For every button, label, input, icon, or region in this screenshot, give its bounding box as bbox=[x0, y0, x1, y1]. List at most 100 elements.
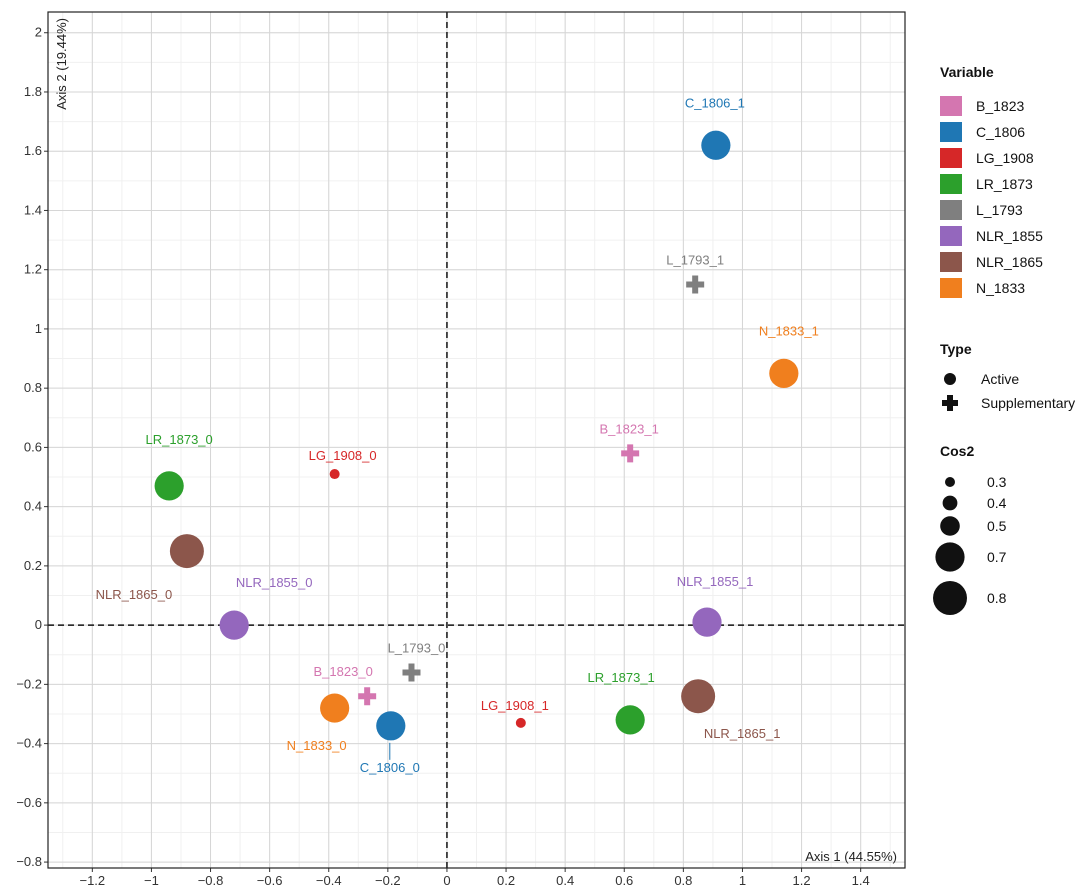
y-tick-label: 0.4 bbox=[24, 499, 42, 514]
y-tick-label: 0.6 bbox=[24, 439, 42, 454]
legend-swatch bbox=[940, 252, 962, 272]
legend: Variable Type Cos2 B_1823 C_1806 LG_1908 LR… bbox=[933, 64, 1075, 615]
supplementary-point bbox=[402, 663, 421, 682]
y-tick-label: −0.4 bbox=[16, 736, 42, 751]
x-tick-label: 0.8 bbox=[674, 873, 692, 888]
legend-variable-label: C_1806 bbox=[976, 124, 1025, 140]
legend-variable-label: NLR_1855 bbox=[976, 228, 1043, 244]
y-tick-label: 1.4 bbox=[24, 202, 42, 217]
legend-variable-title: Variable bbox=[940, 64, 994, 80]
active-point bbox=[701, 130, 731, 160]
point-label: B_1823_0 bbox=[314, 664, 373, 679]
active-point bbox=[320, 693, 350, 723]
legend-cos2-label: 0.7 bbox=[987, 549, 1007, 565]
point-label: L_1793_0 bbox=[388, 641, 446, 656]
x-tick-label: 0 bbox=[443, 873, 450, 888]
supplementary-point bbox=[621, 444, 640, 463]
point-label: C_1806_1 bbox=[685, 95, 745, 110]
legend-supplementary-icon bbox=[942, 395, 958, 411]
point-label: NLR_1855_1 bbox=[677, 574, 754, 589]
legend-swatch bbox=[940, 122, 962, 142]
legend-variable-label: NLR_1865 bbox=[976, 254, 1043, 270]
data-points bbox=[154, 130, 799, 741]
legend-type-label: Active bbox=[981, 371, 1019, 387]
active-point bbox=[681, 679, 716, 714]
active-point bbox=[169, 534, 204, 569]
axis-ticks: −1.2 −1 −0.8 −0.6 −0.4 −0.2 0 0.2 0.4 0.6 0.8 1 1.2 1… bbox=[16, 25, 869, 888]
legend-active-icon bbox=[944, 373, 956, 385]
active-point bbox=[329, 469, 340, 480]
x-tick-label: −0.6 bbox=[257, 873, 283, 888]
legend-swatch bbox=[940, 200, 962, 220]
legend-swatch bbox=[940, 96, 962, 116]
y-tick-label: −0.8 bbox=[16, 854, 42, 869]
point-label: LG_1908_0 bbox=[309, 448, 377, 463]
x-tick-label: −0.2 bbox=[375, 873, 401, 888]
point-label: LG_1908_1 bbox=[481, 698, 549, 713]
active-point bbox=[515, 717, 526, 728]
y-axis-title: Axis 2 (19.44%) bbox=[54, 18, 69, 110]
legend-swatch bbox=[940, 174, 962, 194]
active-point bbox=[219, 610, 249, 640]
x-tick-label: −0.8 bbox=[198, 873, 224, 888]
point-label: N_1833_0 bbox=[287, 738, 347, 753]
legend-cos2-circle bbox=[945, 477, 955, 487]
point-labels: LR_1873_0 LG_1908_0 NLR_1865_0 NLR_1855_0 B_… bbox=[96, 95, 819, 775]
legend-cos2-circle bbox=[942, 495, 958, 511]
legend-cos2-circle bbox=[935, 542, 965, 572]
legend-cos2-circle bbox=[940, 516, 960, 536]
y-tick-label: 0.8 bbox=[24, 380, 42, 395]
point-label: NLR_1865_0 bbox=[96, 587, 173, 602]
active-point bbox=[376, 711, 406, 741]
legend-cos2-label: 0.5 bbox=[987, 518, 1007, 534]
point-label: C_1806_0 bbox=[360, 760, 420, 775]
legend-cos2-label: 0.8 bbox=[987, 590, 1007, 606]
x-tick-label: −1 bbox=[144, 873, 159, 888]
x-tick-label: 1.2 bbox=[793, 873, 811, 888]
supplementary-point bbox=[358, 687, 377, 706]
legend-cos2-title: Cos2 bbox=[940, 443, 974, 459]
point-label: NLR_1855_0 bbox=[236, 575, 313, 590]
legend-swatch bbox=[940, 148, 962, 168]
y-tick-label: −0.6 bbox=[16, 795, 42, 810]
y-tick-label: 0.2 bbox=[24, 558, 42, 573]
legend-swatch bbox=[940, 226, 962, 246]
y-tick-label: 0 bbox=[35, 617, 42, 632]
x-tick-label: −0.4 bbox=[316, 873, 342, 888]
point-label: NLR_1865_1 bbox=[704, 726, 781, 741]
x-tick-label: 0.4 bbox=[556, 873, 574, 888]
legend-variable-label: L_1793 bbox=[976, 202, 1023, 218]
x-tick-label: −1.2 bbox=[79, 873, 105, 888]
point-label: LR_1873_1 bbox=[588, 670, 655, 685]
legend-type-label: Supplementary bbox=[981, 395, 1075, 411]
y-tick-label: 2 bbox=[35, 25, 42, 40]
legend-variable-label: N_1833 bbox=[976, 280, 1025, 296]
x-tick-label: 0.6 bbox=[615, 873, 633, 888]
y-tick-label: 1 bbox=[35, 321, 42, 336]
plot-border bbox=[47, 11, 906, 869]
x-axis-title: Axis 1 (44.55%) bbox=[805, 849, 897, 864]
y-tick-label: −0.2 bbox=[16, 676, 42, 691]
point-label: LR_1873_0 bbox=[146, 432, 213, 447]
y-tick-label: 1.2 bbox=[24, 262, 42, 277]
supplementary-point bbox=[686, 275, 705, 294]
reference-lines bbox=[48, 12, 905, 868]
y-tick-label: 1.6 bbox=[24, 143, 42, 158]
point-label: L_1793_1 bbox=[666, 252, 724, 267]
legend-variable-label: B_1823 bbox=[976, 98, 1024, 114]
active-point bbox=[615, 705, 645, 735]
legend-cos2-circle bbox=[933, 581, 967, 615]
legend-cos2-label: 0.3 bbox=[987, 474, 1007, 490]
x-tick-label: 1 bbox=[739, 873, 746, 888]
active-point bbox=[154, 471, 184, 501]
x-tick-label: 1.4 bbox=[852, 873, 870, 888]
legend-type-title: Type bbox=[940, 341, 972, 357]
active-point bbox=[769, 358, 799, 388]
x-tick-label: 0.2 bbox=[497, 873, 515, 888]
legend-variable-label: LG_1908 bbox=[976, 150, 1034, 166]
point-label: B_1823_1 bbox=[600, 421, 659, 436]
legend-cos2-label: 0.4 bbox=[987, 495, 1007, 511]
legend-variable-label: LR_1873 bbox=[976, 176, 1033, 192]
point-label: N_1833_1 bbox=[759, 323, 819, 338]
